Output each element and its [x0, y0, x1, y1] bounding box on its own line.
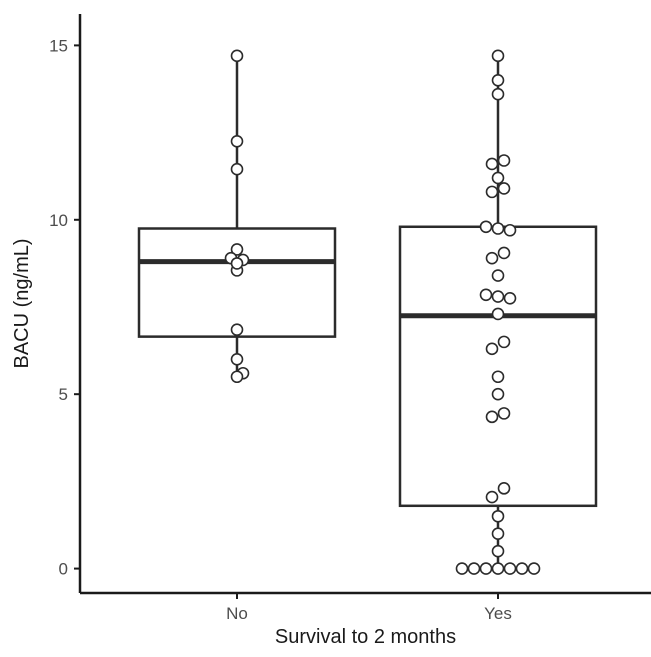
data-point-yes	[497, 482, 511, 495]
data-point-yes	[491, 290, 505, 303]
data-point-no	[230, 353, 244, 366]
data-point-yes	[491, 222, 505, 235]
data-point-yes	[503, 291, 517, 305]
x-tick-label: No	[226, 604, 248, 623]
box-no	[137, 227, 337, 338]
data-point-yes	[485, 490, 499, 504]
data-point-yes	[491, 171, 505, 185]
data-point-yes	[491, 370, 505, 384]
data-point-yes	[503, 562, 517, 575]
data-point-no	[230, 49, 244, 63]
data-point-yes	[479, 220, 493, 234]
y-tick-label: 5	[59, 385, 68, 404]
data-point-yes	[491, 307, 505, 321]
data-point-yes	[491, 49, 505, 63]
data-point-yes	[485, 157, 499, 171]
data-point-yes	[479, 288, 493, 302]
data-point-no	[230, 135, 244, 148]
data-point-yes	[485, 410, 499, 424]
box-yes	[398, 225, 598, 508]
data-point-yes	[491, 509, 505, 523]
data-point-no	[230, 370, 244, 384]
data-point-yes	[485, 185, 499, 199]
data-point-yes	[485, 342, 499, 356]
data-point-yes	[491, 269, 505, 282]
boxes-layer	[137, 55, 598, 569]
points-layer	[224, 49, 541, 575]
x-tick-label: Yes	[484, 604, 512, 623]
data-point-yes	[527, 562, 541, 575]
data-point-no	[230, 323, 244, 336]
data-point-no	[230, 162, 244, 176]
data-point-yes	[497, 407, 511, 420]
y-tick-label: 0	[59, 560, 68, 579]
data-point-yes	[491, 87, 505, 101]
y-axis-title: BACU (ng/mL)	[11, 238, 33, 368]
data-point-no	[230, 257, 244, 270]
data-point-yes	[497, 154, 511, 167]
data-point-yes	[497, 182, 511, 195]
axes-layer: 0 5 10 15 No Yes	[49, 14, 651, 623]
data-point-no	[230, 243, 244, 256]
y-tick-label: 15	[49, 36, 68, 55]
data-point-yes	[485, 251, 499, 265]
y-tick-label: 10	[49, 211, 68, 230]
data-point-yes	[467, 562, 481, 575]
data-point-yes	[479, 562, 493, 575]
data-point-yes	[491, 73, 505, 87]
data-point-yes	[497, 246, 511, 260]
data-point-yes	[491, 527, 505, 541]
data-point-yes	[455, 562, 469, 575]
x-axis-title: Survival to 2 months	[275, 626, 456, 648]
data-point-yes	[491, 387, 505, 401]
data-point-yes	[491, 562, 505, 575]
data-point-yes	[515, 562, 529, 575]
data-point-yes	[491, 544, 505, 558]
data-point-yes	[503, 223, 517, 237]
data-point-yes	[497, 335, 511, 349]
